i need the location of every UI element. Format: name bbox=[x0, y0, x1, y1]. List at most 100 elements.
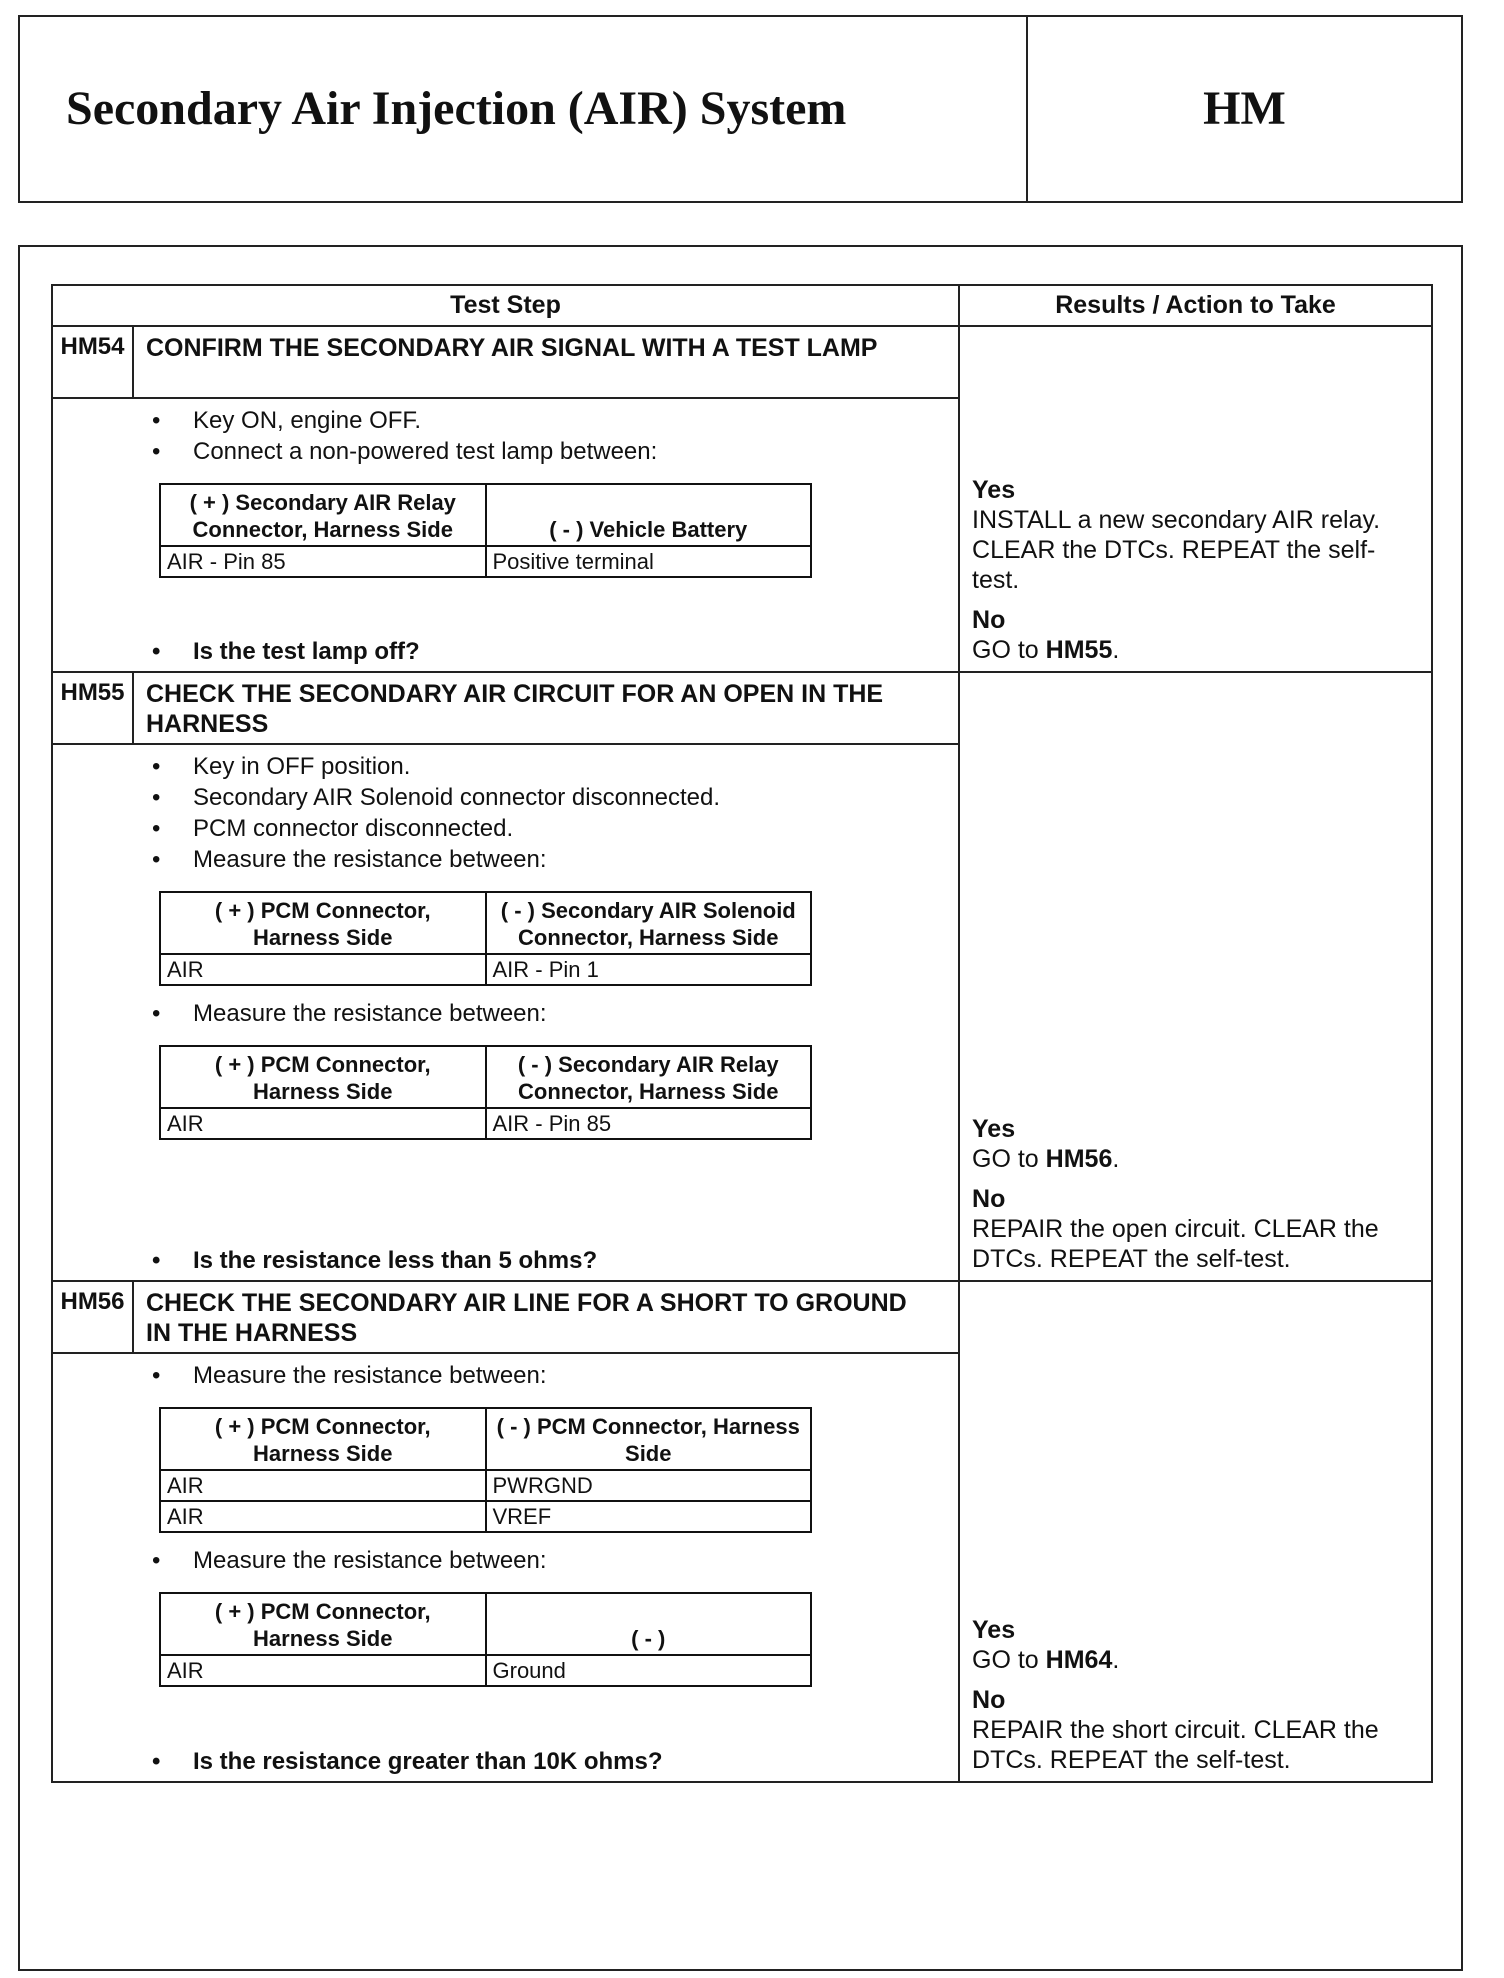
connector-cell: Positive terminal bbox=[484, 545, 812, 578]
bullet-list: Measure the resistance between: bbox=[152, 1360, 958, 1391]
result-text: GO to HM55. bbox=[972, 635, 1419, 665]
result-ref: HM56 bbox=[1045, 1145, 1113, 1173]
test-table-body: Test Step Results / Action to Take HM54 C… bbox=[50, 284, 1434, 1783]
connector-row: AIR AIR - Pin 1 bbox=[159, 953, 812, 986]
question-list: Is the resistance greater than 10K ohms? bbox=[152, 1746, 958, 1777]
bullet-list: Key ON, engine OFF.Connect a non-powered… bbox=[152, 405, 958, 467]
step-results: Yes INSTALL a new secondary AIR relay. CL… bbox=[958, 325, 1434, 673]
bullet-item: Key ON, engine OFF. bbox=[152, 405, 958, 436]
result-action: REPAIR the open circuit. CLEAR the DTCs.… bbox=[972, 1215, 1379, 1273]
result-text: REPAIR the open circuit. CLEAR the DTCs.… bbox=[972, 1214, 1419, 1274]
connector-header: ( + ) PCM Connector, Harness Side bbox=[159, 891, 487, 955]
result-label: No bbox=[972, 1686, 1006, 1714]
result-ref: HM64 bbox=[1045, 1646, 1113, 1674]
connector-row: AIR VREF bbox=[159, 1500, 812, 1533]
header-row: Test Step Results / Action to Take bbox=[50, 284, 1434, 327]
result-label: No bbox=[972, 606, 1006, 634]
connector-table: ( + ) PCM Connector, Harness Side( - ) AI… bbox=[159, 1592, 812, 1687]
connector-header-row: ( + ) PCM Connector, Harness Side( - ) S… bbox=[159, 1045, 812, 1109]
connector-table: ( + ) PCM Connector, Harness Side( - ) S… bbox=[159, 1045, 812, 1140]
step-heading: CONFIRM THE SECONDARY AIR SIGNAL WITH A … bbox=[131, 325, 961, 399]
column-header: Results / Action to Take bbox=[958, 284, 1434, 327]
step-heading: CHECK THE SECONDARY AIR CIRCUIT FOR AN O… bbox=[131, 671, 961, 745]
question: Is the resistance greater than 10K ohms? bbox=[152, 1746, 958, 1777]
connector-header-row: ( + ) PCM Connector, Harness Side( - ) bbox=[159, 1592, 812, 1656]
step-results: Yes GO to HM56. No REPAIR the open circuit.… bbox=[958, 671, 1434, 1282]
page-header: Secondary Air Injection (AIR) System HM bbox=[18, 15, 1463, 203]
connector-header: ( - ) Secondary AIR Solenoid Connector, … bbox=[484, 891, 812, 955]
connector-header-row: ( + ) Secondary AIR Relay Connector, Har… bbox=[159, 483, 812, 547]
connector-header: ( - ) bbox=[484, 1592, 812, 1656]
step-results: Yes GO to HM64. No REPAIR the short circuit… bbox=[958, 1280, 1434, 1783]
result-text: REPAIR the short circuit. CLEAR the DTCs… bbox=[972, 1715, 1419, 1775]
bullet-item: Measure the resistance between: bbox=[152, 844, 958, 875]
test-table: Test Step Results / Action to Take HM54 C… bbox=[50, 284, 1434, 1783]
bullet-item: Secondary AIR Solenoid connector disconn… bbox=[152, 782, 958, 813]
step-body-content: Key in OFF position.Secondary AIR Soleno… bbox=[53, 745, 958, 1280]
connector-header: ( - ) Vehicle Battery bbox=[484, 483, 812, 547]
connector-row: AIR - Pin 85 Positive terminal bbox=[159, 545, 812, 578]
step-body-content: Measure the resistance between: ( + ) PCM… bbox=[53, 1354, 958, 1781]
result-punct: . bbox=[1112, 1145, 1120, 1173]
step-body: Key in OFF position.Secondary AIR Soleno… bbox=[50, 743, 961, 1282]
result-action: GO to bbox=[972, 1646, 1039, 1674]
step-body: Key ON, engine OFF.Connect a non-powered… bbox=[50, 397, 961, 673]
result-action: GO to bbox=[972, 636, 1039, 664]
header-code: HM bbox=[1203, 82, 1286, 135]
connector-header: ( + ) PCM Connector, Harness Side bbox=[159, 1592, 487, 1656]
bullet-item: PCM connector disconnected. bbox=[152, 813, 958, 844]
step-id: HM55 bbox=[51, 671, 134, 745]
connector-header: ( - ) PCM Connector, Harness Side bbox=[484, 1407, 812, 1471]
connector-cell: AIR - Pin 85 bbox=[484, 1107, 812, 1140]
result-label: Yes bbox=[972, 1115, 1016, 1143]
result-punct: . bbox=[1112, 1646, 1120, 1674]
bullet-item: Measure the resistance between: bbox=[152, 1360, 958, 1391]
connector-cell: AIR - Pin 1 bbox=[484, 953, 812, 986]
result-text: INSTALL a new secondary AIR relay. CLEAR… bbox=[972, 505, 1419, 595]
column-header: Test Step bbox=[50, 284, 961, 327]
bullet-list: Measure the resistance between: bbox=[152, 1545, 958, 1576]
connector-table: ( + ) PCM Connector, Harness Side( - ) S… bbox=[159, 891, 812, 986]
result-label: No bbox=[972, 1185, 1006, 1213]
connector-header-row: ( + ) PCM Connector, Harness Side( - ) S… bbox=[159, 891, 812, 955]
connector-header: ( + ) PCM Connector, Harness Side bbox=[159, 1045, 487, 1109]
result-punct: . bbox=[1112, 636, 1120, 664]
connector-cell: AIR bbox=[159, 1654, 487, 1687]
header-title: Secondary Air Injection (AIR) System bbox=[66, 82, 847, 135]
result-ref: HM55 bbox=[1045, 636, 1113, 664]
question-list: Is the test lamp off? bbox=[152, 636, 958, 667]
connector-row: AIR PWRGND bbox=[159, 1469, 812, 1502]
main-box: Test Step Results / Action to Take HM54 C… bbox=[18, 245, 1463, 1971]
connector-header: ( + ) PCM Connector, Harness Side bbox=[159, 1407, 487, 1471]
connector-cell: PWRGND bbox=[484, 1469, 812, 1502]
step-body-row: Measure the resistance between: ( + ) PCM… bbox=[50, 1352, 1432, 1783]
step-body-row: Key in OFF position.Secondary AIR Soleno… bbox=[50, 743, 1432, 1282]
result-label: Yes bbox=[972, 476, 1016, 504]
bullet-item: Connect a non-powered test lamp between: bbox=[152, 436, 958, 467]
connector-table: ( + ) Secondary AIR Relay Connector, Har… bbox=[159, 483, 812, 578]
connector-cell: Ground bbox=[484, 1654, 812, 1687]
bullet-item: Key in OFF position. bbox=[152, 751, 958, 782]
connector-cell: AIR bbox=[159, 1500, 487, 1533]
bullet-list: Key in OFF position.Secondary AIR Soleno… bbox=[152, 751, 958, 875]
bullet-item: Measure the resistance between: bbox=[152, 1545, 958, 1576]
question: Is the resistance less than 5 ohms? bbox=[152, 1245, 958, 1276]
step-heading: CHECK THE SECONDARY AIR LINE FOR A SHORT… bbox=[131, 1280, 961, 1354]
result-action: INSTALL a new secondary AIR relay. CLEAR… bbox=[972, 506, 1381, 594]
connector-cell: AIR bbox=[159, 1469, 487, 1502]
connector-cell: AIR - Pin 85 bbox=[159, 545, 487, 578]
result-text: GO to HM64. bbox=[972, 1645, 1419, 1675]
step-heading-row: HM54 CONFIRM THE SECONDARY AIR SIGNAL WIT… bbox=[51, 325, 1434, 673]
question-list: Is the resistance less than 5 ohms? bbox=[152, 1245, 958, 1276]
result-label: Yes bbox=[972, 1616, 1016, 1644]
header-divider bbox=[1026, 17, 1028, 201]
connector-cell: AIR bbox=[159, 1107, 487, 1140]
connector-cell: VREF bbox=[484, 1500, 812, 1533]
connector-row: AIR Ground bbox=[159, 1654, 812, 1687]
step-id: HM54 bbox=[51, 325, 134, 399]
bullet-item: Measure the resistance between: bbox=[152, 998, 958, 1029]
step-body: Measure the resistance between: ( + ) PCM… bbox=[50, 1352, 961, 1783]
step-body-row: Key ON, engine OFF.Connect a non-powered… bbox=[50, 397, 1432, 673]
result-action: REPAIR the short circuit. CLEAR the DTCs… bbox=[972, 1716, 1379, 1774]
